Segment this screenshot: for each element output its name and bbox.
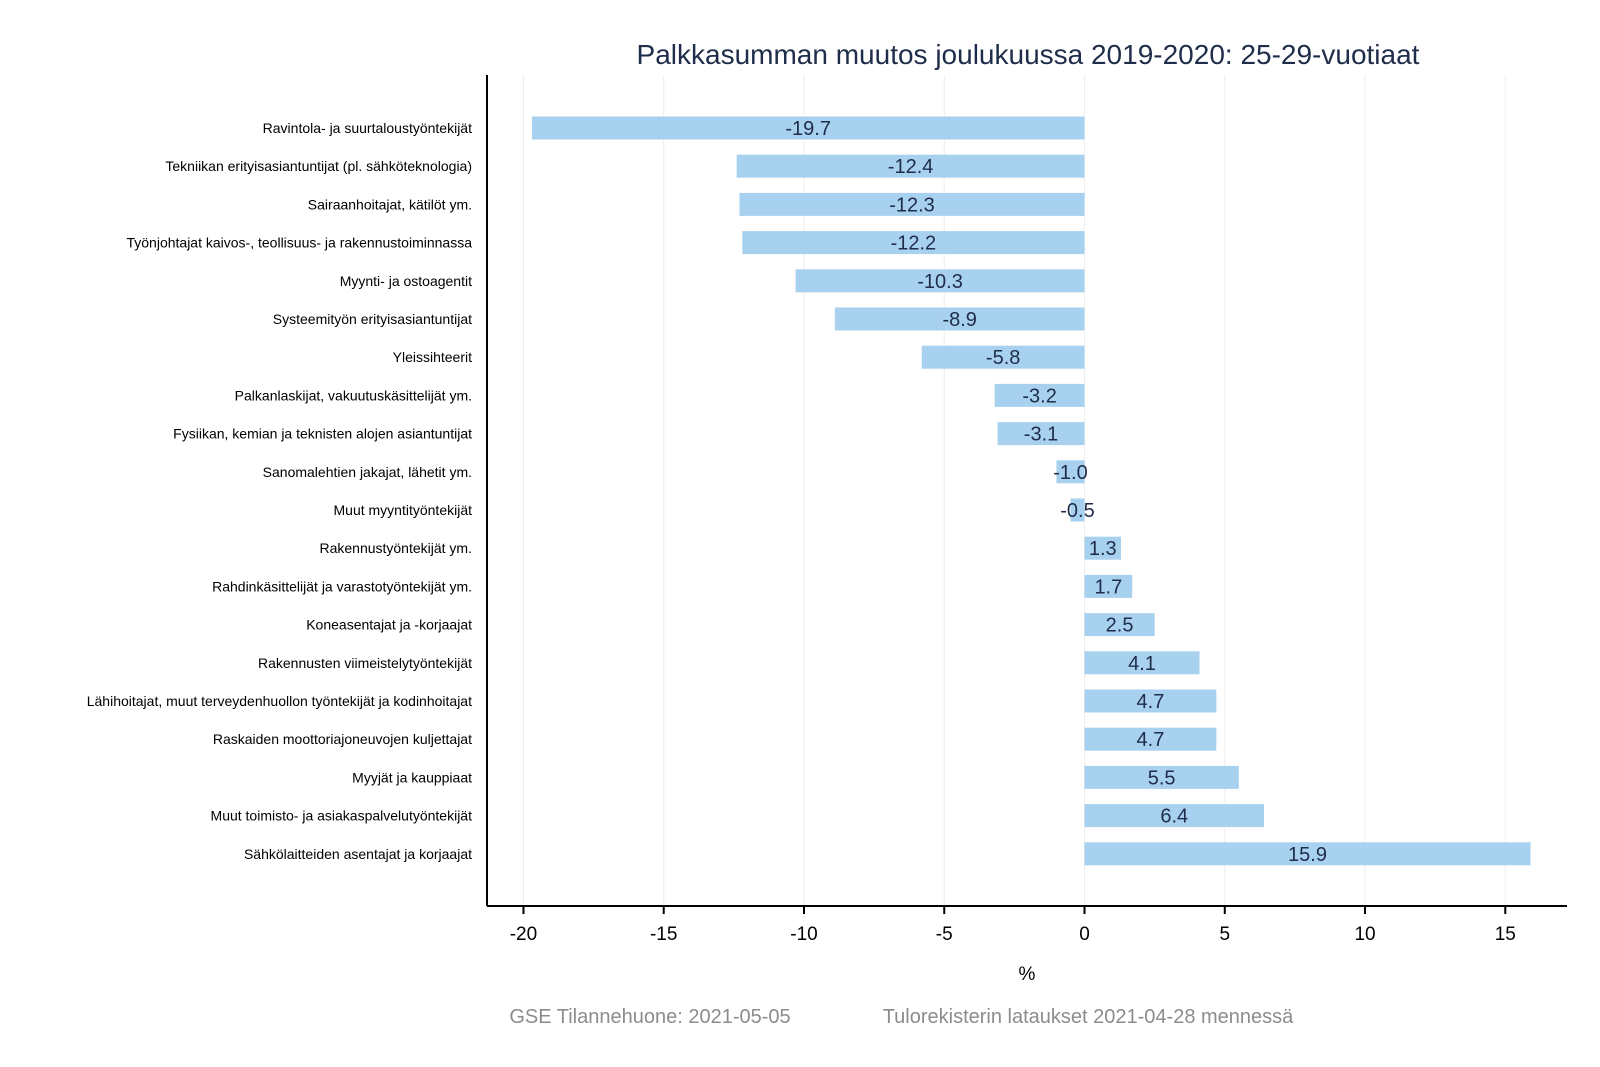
value-label: 5.5 [1148, 767, 1176, 789]
category-label: Koneasentajat ja -korjaajat [306, 617, 472, 633]
category-label: Työnjohtajat kaivos-, teollisuus- ja rak… [126, 235, 472, 251]
x-tick-label: 5 [1219, 924, 1230, 945]
x-tick-label: 10 [1354, 924, 1375, 945]
value-label: -1.0 [1053, 462, 1087, 484]
value-label: 4.7 [1137, 729, 1165, 751]
category-label: Sähkölaitteiden asentajat ja korjaajat [244, 846, 472, 862]
value-label: -0.5 [1060, 500, 1094, 522]
value-label: -3.2 [1022, 385, 1056, 407]
chart-title: Palkkasumman muutos joulukuussa 2019-202… [637, 39, 1420, 70]
x-tick-label: -15 [650, 924, 677, 945]
bar [994, 383, 1085, 407]
category-label: Ravintola- ja suurtaloustyöntekijät [263, 120, 472, 136]
bars [531, 116, 1531, 866]
category-label: Palkanlaskijat, vakuutuskäsittelijät ym. [235, 387, 472, 403]
value-label: -3.1 [1024, 424, 1058, 446]
category-label: Fysiikan, kemian ja teknisten alojen asi… [173, 426, 472, 442]
value-labels: -19.7 -12.4 -12.3 -12.2 -10.3 -8.9 -5.8-3.2 -3.… [785, 118, 1327, 866]
bar [736, 154, 1085, 178]
bar [834, 307, 1085, 331]
category-label: Rakennustyöntekijät ym. [319, 540, 472, 556]
category-label: Myynti- ja ostoagentit [340, 273, 472, 289]
bar [1084, 804, 1265, 828]
x-axis-label: % [1019, 964, 1036, 985]
value-label: 15.9 [1288, 844, 1327, 866]
value-label: 6.4 [1160, 806, 1188, 828]
footer-source: GSE Tilannehuone: 2021-05-05 [509, 1006, 790, 1028]
value-label: -8.9 [942, 309, 976, 331]
value-label: -12.4 [888, 156, 934, 178]
category-label: Lähihoitajat, muut terveydenhuollon työn… [87, 693, 472, 709]
value-label: -12.3 [889, 194, 935, 216]
bar [921, 345, 1085, 369]
bar [1084, 765, 1239, 789]
x-tick-label: -10 [790, 924, 817, 945]
category-label: Yleissihteerit [393, 349, 472, 365]
bar [1070, 498, 1085, 522]
category-label: Tekniikan erityisasiantuntijat (pl. sähk… [165, 158, 472, 174]
x-tick-label: 0 [1079, 924, 1090, 945]
bar [1084, 727, 1217, 751]
category-label: Muut toimisto- ja asiakaspalvelutyönteki… [211, 808, 473, 824]
footer-note: Tulorekisterin lataukset 2021-04-28 menn… [883, 1006, 1294, 1028]
category-label: Rahdinkäsittelijät ja varastotyöntekijät… [212, 578, 472, 594]
category-label: Raskaiden moottoriajoneuvojen kuljettaja… [213, 731, 472, 747]
bar [1084, 536, 1121, 560]
bar [997, 422, 1085, 446]
bar [1056, 460, 1085, 484]
bar [531, 116, 1085, 140]
x-tick-label: -5 [936, 924, 953, 945]
value-label: -5.8 [986, 347, 1020, 369]
x-tick-label: 15 [1495, 924, 1516, 945]
value-label: -19.7 [785, 118, 831, 140]
value-label: -10.3 [917, 271, 963, 293]
x-tick-label: -20 [510, 924, 537, 945]
value-label: 2.5 [1106, 615, 1134, 637]
value-label: 4.1 [1128, 653, 1156, 675]
category-label: Sairaanhoitajat, kätilöt ym. [308, 196, 472, 212]
bar [1084, 574, 1133, 598]
category-label: Sanomalehtien jakajat, lähetit ym. [263, 464, 472, 480]
bar [1084, 842, 1531, 866]
category-label: Systeemityön erityisasiantuntijat [273, 311, 472, 327]
bar [742, 231, 1085, 255]
bar [739, 192, 1085, 216]
bar [1084, 613, 1155, 637]
category-label: Muut myyntityöntekijät [334, 502, 473, 518]
value-label: -12.2 [891, 233, 937, 255]
bar [795, 269, 1085, 293]
value-label: 4.7 [1137, 691, 1165, 713]
bar [1084, 651, 1200, 675]
value-label: 1.7 [1094, 576, 1122, 598]
x-ticks: -20 -15 -10 -5 0 5 10 15 [510, 906, 1516, 945]
bar [1084, 689, 1217, 713]
category-label: Rakennusten viimeistelytyöntekijät [258, 655, 472, 671]
value-label: 1.3 [1089, 538, 1117, 560]
category-labels: Ravintola- ja suurtaloustyöntekijät Tekni… [87, 120, 472, 862]
category-label: Myyjät ja kauppiaat [352, 769, 472, 785]
